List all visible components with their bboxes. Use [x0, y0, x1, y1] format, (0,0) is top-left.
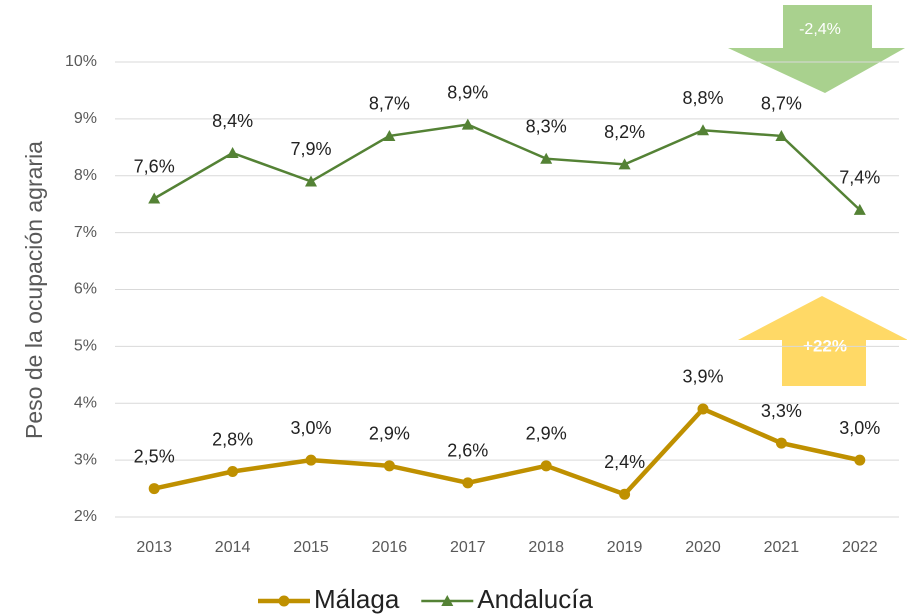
- y-tick-label: 3%: [74, 451, 97, 468]
- point: [462, 477, 474, 489]
- y-tick-label: 8%: [74, 167, 97, 184]
- legend-label: Málaga: [314, 584, 400, 614]
- point: [697, 124, 709, 136]
- x-tick-label: 2020: [685, 539, 721, 556]
- data-label: 2,6%: [447, 441, 488, 461]
- data-label: 2,5%: [134, 446, 175, 466]
- data-label: 8,9%: [447, 82, 488, 102]
- y-tick-label: 6%: [74, 281, 97, 298]
- point: [148, 192, 161, 204]
- x-tick-label: 2017: [450, 539, 486, 556]
- data-label: 3,9%: [682, 367, 723, 387]
- line: [153, 123, 861, 211]
- annotation: -2,4%: [799, 21, 841, 38]
- x-tick-label: 2018: [528, 539, 564, 556]
- data-label: 3,0%: [839, 418, 880, 438]
- y-tick-label: 2%: [74, 508, 97, 525]
- data-label: 8,7%: [369, 94, 410, 114]
- legend: Málaga Andalucía: [258, 584, 593, 614]
- point: [305, 454, 317, 466]
- x-tick-label: 2015: [293, 539, 329, 556]
- y-tick-label: 7%: [74, 224, 97, 241]
- data-label: 2,4%: [604, 452, 645, 472]
- point: [775, 437, 787, 449]
- x-tick-label: 2013: [136, 539, 172, 556]
- point: [619, 488, 631, 500]
- point: [461, 118, 474, 130]
- point: [383, 129, 396, 141]
- series: 2,5% 2,8% 3,0% 2,9% 2,6% 2,9% 2,4% 3,9% 3,3% 3,0%: [134, 367, 880, 500]
- point: [540, 152, 553, 164]
- data-label: 2,9%: [369, 424, 410, 444]
- data-label: 3,0%: [290, 418, 331, 438]
- y-tick-label: 4%: [74, 394, 97, 411]
- data-label: 8,2%: [604, 122, 645, 142]
- data-label: 7,4%: [839, 168, 880, 188]
- x-tick-label: 2022: [842, 539, 878, 556]
- data-label: 8,3%: [526, 116, 567, 136]
- x-tick-label: 2021: [764, 539, 800, 556]
- line: [153, 406, 861, 497]
- point: [383, 460, 395, 472]
- arrow-shape: [728, 5, 905, 93]
- point: [227, 466, 239, 477]
- data-label: 7,6%: [134, 156, 175, 176]
- decrease-arrow: -2,4%: [728, 5, 905, 93]
- legend-marker: [441, 595, 454, 606]
- grid: [115, 61, 899, 518]
- data-label: 7,9%: [290, 139, 331, 159]
- data-label: 2,9%: [526, 424, 567, 444]
- y-tick-label: 5%: [74, 338, 97, 355]
- point: [775, 129, 788, 141]
- y-axis-label: Peso de la ocupación agraria: [21, 141, 47, 439]
- point: [697, 403, 709, 415]
- legend-marker: [278, 595, 290, 607]
- increase-arrow: +22%: [738, 296, 907, 386]
- series: 7,6% 8,4% 7,9% 8,7% 8,9% 8,3% 8,2% 8,8% 8,7% 7,4%: [134, 82, 880, 215]
- x-tick-label: 2014: [215, 539, 251, 556]
- data-label: 8,4%: [212, 111, 253, 131]
- y-tick-label: 9%: [74, 110, 97, 127]
- data-label: 3,3%: [761, 401, 802, 421]
- point: [305, 175, 317, 187]
- data-label: 8,7%: [761, 94, 802, 114]
- arrow-shape: [738, 296, 907, 386]
- data-label: 8,8%: [682, 88, 723, 108]
- point: [854, 454, 866, 466]
- y-tick-label: 10%: [65, 53, 97, 70]
- x-tick-label: 2019: [607, 539, 643, 556]
- point: [540, 460, 552, 472]
- point: [226, 147, 239, 158]
- point: [853, 203, 866, 215]
- point: [618, 158, 631, 170]
- point: [148, 483, 160, 495]
- legend-label: Andalucía: [477, 584, 593, 614]
- x-tick-label: 2016: [372, 539, 408, 556]
- data-label: 2,8%: [212, 429, 253, 449]
